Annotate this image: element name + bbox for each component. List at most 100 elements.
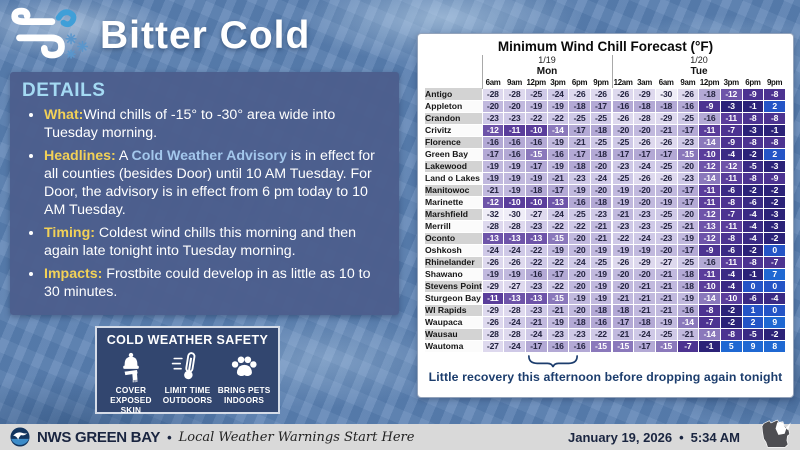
- table-row: Wautoma -27 -24 -17 -16 -16 -15 -15 -17 -15 -7 -1 5 9…: [425, 339, 786, 353]
- wind-chill-value-cell: -17: [568, 123, 591, 137]
- city-label: Wausau: [425, 328, 482, 341]
- wind-chill-value-cell: -13: [481, 231, 505, 245]
- time-column-header: 9pm: [766, 77, 783, 87]
- wind-chill-value-cell: -19: [633, 243, 656, 257]
- wind-chill-value-cell: -2: [763, 195, 786, 209]
- wind-chill-value-cell: -6: [741, 195, 765, 209]
- city-label: Oconto: [425, 232, 482, 245]
- city-label: Wautoma: [425, 340, 482, 353]
- wind-chill-value-cell: -18: [568, 315, 591, 329]
- wind-chill-value-cell: -21: [568, 135, 591, 149]
- wind-chill-value-cell: -8: [741, 171, 765, 185]
- city-label: Sturgeon Bay: [425, 292, 482, 305]
- wind-chill-value-cell: -7: [719, 207, 743, 221]
- wind-chill-value-cell: -29: [654, 111, 678, 125]
- wind-chill-value-cell: -19: [481, 267, 505, 281]
- wind-chill-value-cell: -21: [676, 219, 700, 233]
- table-row: Lakewood -19 -19 -17 -19 -18 -20 -23 -24 -25 -20 -1…: [425, 159, 786, 173]
- wind-chill-value-cell: -14: [698, 291, 721, 305]
- wind-chill-value-cell: -3: [741, 123, 765, 137]
- cold-weather-safety-box: COLD WEATHER SAFETY COVER EXPOSED SKIN L…: [95, 326, 280, 416]
- footer-time: 5:34 AM: [690, 429, 740, 445]
- bullet-label: Timing:: [44, 225, 95, 242]
- wind-chill-value-cell: -23: [481, 111, 505, 125]
- footer-date: January 19, 2026: [567, 429, 673, 445]
- safety-items: COVER EXPOSED SKIN LIMIT TIME OUTDOORS B…: [103, 350, 272, 416]
- city-label: WI Rapids: [425, 304, 482, 317]
- safety-item-label: LIMIT TIME OUTDOORS: [162, 385, 213, 405]
- time-column-header: 9am: [680, 77, 696, 87]
- wind-chill-value-cell: -28: [633, 111, 656, 125]
- wind-chill-value-cell: -17: [524, 339, 548, 353]
- city-label: Lakewood: [425, 160, 482, 173]
- day-group-date: 1/20: [611, 55, 786, 65]
- table-corner: [425, 77, 482, 88]
- wind-chill-value-cell: -19: [481, 159, 505, 173]
- wind-chill-value-cell: -20: [611, 267, 635, 281]
- table-row: Crandon -23 -23 -22 -22 -25 -25 -26 -28 -29 -25 -16…: [425, 111, 786, 125]
- wind-chill-value-cell: 2: [763, 147, 786, 161]
- wind-chill-value-cell: -22: [546, 255, 570, 269]
- wind-chill-value-cell: -24: [633, 327, 656, 341]
- wind-chill-value-cell: -16: [568, 195, 591, 209]
- wind-chill-value-cell: -19: [589, 279, 613, 293]
- wind-chill-value-cell: -26: [568, 87, 591, 101]
- table-row: Stevens Point -29 -27 -23 -22 -20 -19 -20 -21 -21…: [425, 279, 786, 293]
- wind-chill-value-cell: -9: [741, 87, 765, 101]
- wind-chill-value-cell: -9: [698, 243, 721, 257]
- wind-chill-value-cell: -14: [546, 123, 570, 137]
- wind-chill-value-cell: -8: [719, 327, 743, 341]
- wind-chill-value-cell: -16: [676, 99, 700, 113]
- table-corner: [425, 55, 482, 65]
- wind-chill-value-cell: -11: [698, 123, 721, 137]
- wind-chill-value-cell: -9: [763, 171, 786, 185]
- wind-chill-value-cell: -8: [719, 231, 743, 245]
- wind-chill-value-cell: -8: [763, 135, 786, 149]
- footer-datetime: January 19, 2026 • 5:34 AM: [568, 430, 740, 445]
- city-label: Green Bay: [425, 148, 482, 161]
- station-name: NWS GREEN BAY: [37, 428, 161, 446]
- wind-chill-value-cell: -3: [763, 207, 786, 221]
- wind-chill-value-cell: -17: [481, 147, 505, 161]
- wind-chill-value-cell: -22: [589, 327, 613, 341]
- wind-chill-value-cell: -19: [503, 171, 526, 185]
- wind-chill-value-cell: -22: [524, 243, 548, 257]
- wind-chill-value-cell: -26: [611, 87, 635, 101]
- safety-item: LIMIT TIME OUTDOORS: [160, 350, 216, 416]
- wind-chill-value-cell: -19: [654, 195, 678, 209]
- wind-chill-value-cell: -18: [611, 303, 635, 317]
- wind-chill-value-cell: -13: [524, 231, 548, 245]
- wind-chill-value-cell: -20: [568, 279, 591, 293]
- wind-chill-value-cell: -20: [481, 99, 505, 113]
- wind-chill-value-cell: -4: [741, 207, 765, 221]
- wind-chill-value-cell: -21: [481, 183, 505, 197]
- time-column-header: 12pm: [699, 77, 720, 87]
- wind-chill-value-cell: -1: [741, 267, 765, 281]
- wind-chill-value-cell: -16: [676, 303, 700, 317]
- wind-chill-value-cell: -14: [676, 315, 700, 329]
- wind-chill-value-cell: -18: [589, 147, 613, 161]
- wind-chill-value-cell: -13: [546, 195, 570, 209]
- detail-bullet: Impacts: Frostbite could develop in as l…: [44, 265, 387, 301]
- wind-chill-value-cell: -16: [546, 339, 570, 353]
- wind-chill-value-cell: -3: [763, 219, 786, 233]
- wind-chill-value-cell: -23: [524, 303, 548, 317]
- time-column-header: 6pm: [745, 77, 761, 87]
- wind-chill-value-cell: -15: [676, 147, 700, 161]
- wind-chill-value-cell: -7: [698, 315, 721, 329]
- wind-chill-value-cell: -25: [589, 111, 613, 125]
- wind-chill-value-cell: -19: [589, 243, 613, 257]
- wind-chill-value-cell: -18: [633, 99, 656, 113]
- wind-chill-value-cell: -8: [763, 87, 786, 101]
- wind-chill-value-cell: -28: [503, 327, 526, 341]
- wind-chill-value-cell: -17: [568, 147, 591, 161]
- wind-chill-value-cell: -23: [546, 327, 570, 341]
- footer-bar: NWS GREEN BAY • Local Weather Warnings S…: [0, 419, 800, 450]
- wind-chill-value-cell: -12: [481, 123, 505, 137]
- wind-chill-value-cell: -24: [481, 243, 505, 257]
- station-tagline: Local Weather Warnings Start Here: [178, 429, 415, 445]
- city-label: Crivitz: [425, 124, 482, 137]
- wind-chill-value-cell: -14: [698, 135, 721, 149]
- table-row: Manitowoc -21 -19 -18 -17 -19 -20 -19 -20 -20 -17-…: [425, 183, 786, 197]
- wind-chill-value-cell: -29: [481, 303, 505, 317]
